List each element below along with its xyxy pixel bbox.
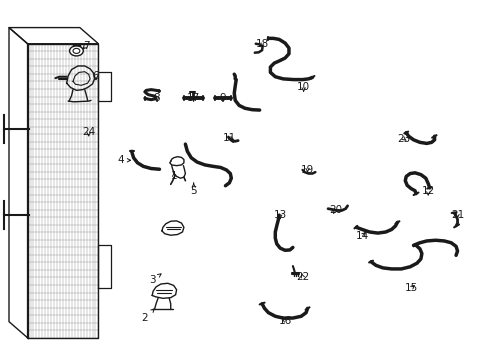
Text: 2: 2 — [142, 309, 154, 323]
Text: 10: 10 — [297, 82, 310, 93]
Circle shape — [73, 48, 80, 53]
Text: 4: 4 — [117, 155, 130, 165]
Text: 7: 7 — [83, 41, 90, 50]
Text: 1: 1 — [171, 171, 177, 181]
Text: 22: 22 — [296, 272, 309, 282]
Text: 19: 19 — [301, 165, 314, 175]
Text: 18: 18 — [255, 40, 269, 49]
Text: 17: 17 — [187, 93, 200, 103]
Text: 12: 12 — [421, 186, 435, 196]
Text: 8: 8 — [154, 93, 160, 103]
Text: 14: 14 — [356, 231, 369, 240]
Text: 3: 3 — [149, 274, 161, 285]
Text: 9: 9 — [220, 93, 226, 103]
Text: 6: 6 — [93, 71, 99, 81]
Text: 5: 5 — [191, 183, 197, 196]
Text: 16: 16 — [278, 316, 292, 325]
Text: 23: 23 — [397, 134, 411, 144]
Text: 11: 11 — [223, 133, 236, 143]
Text: 24: 24 — [82, 127, 95, 136]
Text: 15: 15 — [405, 283, 418, 293]
Text: 21: 21 — [451, 210, 464, 220]
Text: 13: 13 — [273, 210, 287, 220]
Text: 20: 20 — [329, 206, 342, 216]
Circle shape — [70, 46, 83, 56]
